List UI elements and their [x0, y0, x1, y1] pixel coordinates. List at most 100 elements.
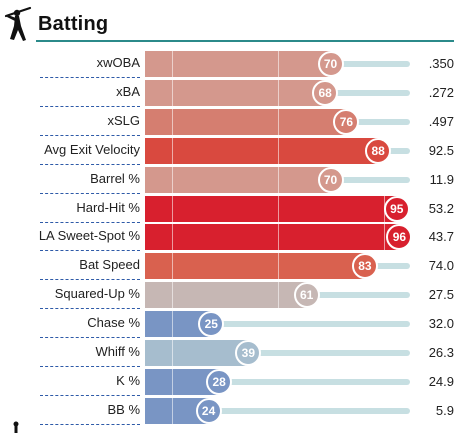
chart-title: Batting [38, 13, 109, 35]
percentile-badge: 95 [383, 195, 410, 222]
percentile-track [145, 407, 410, 414]
gridline [171, 137, 173, 164]
stat-label: BB % [107, 401, 140, 417]
gridline [171, 282, 173, 309]
gridline [171, 340, 173, 366]
stat-row: LA Sweet-Spot % 96 43.7 [0, 223, 472, 252]
gridline [277, 108, 279, 135]
gridline [277, 282, 279, 309]
gridline [277, 51, 279, 77]
stat-label: Hard-Hit % [76, 199, 140, 215]
row-divider [40, 279, 140, 281]
stat-label: Avg Exit Velocity [44, 141, 140, 157]
stat-row: Barrel % 70 11.9 [0, 166, 472, 194]
percentile-badge: 83 [351, 253, 378, 280]
stat-value: 26.3 [428, 345, 454, 360]
gridline [171, 166, 173, 193]
row-divider [40, 423, 140, 425]
stat-row: Whiff % 39 26.3 [0, 339, 472, 367]
percentile-bar [145, 282, 307, 309]
stat-row: Avg Exit Velocity 88 92.5 [0, 137, 472, 165]
percentile-badge: 39 [235, 340, 262, 366]
gridline [171, 195, 173, 222]
percentile-badge: 68 [312, 79, 339, 106]
gridline [171, 79, 173, 106]
stat-row: xSLG 76 .497 [0, 108, 472, 136]
row-divider [40, 337, 140, 339]
percentile-badge: 28 [206, 368, 233, 395]
gridline [277, 166, 279, 193]
row-divider [40, 366, 140, 367]
row-divider [40, 192, 140, 194]
percentile-bar [145, 224, 400, 251]
gridline [171, 368, 173, 395]
batter-silhouette-icon [4, 6, 32, 41]
percentile-badge: 24 [195, 397, 222, 424]
row-divider [40, 163, 140, 165]
percentile-badge: 61 [293, 282, 320, 309]
percentile-badge: 88 [365, 137, 392, 164]
gridline [171, 311, 173, 338]
row-divider [40, 221, 140, 223]
stat-value: .497 [428, 113, 454, 129]
stat-value: .272 [428, 84, 454, 100]
stat-row: Chase % 25 32.0 [0, 310, 472, 339]
percentile-badge: 70 [317, 51, 344, 77]
stat-row: Bat Speed 83 74.0 [0, 252, 472, 281]
stat-value: 92.5 [428, 142, 454, 158]
percentile-bar [145, 166, 331, 193]
stat-value: 53.2 [428, 200, 454, 216]
gridline [171, 253, 173, 280]
row-divider [40, 308, 140, 310]
gridline [171, 108, 173, 135]
percentile-bar [145, 195, 397, 222]
chart-header: Batting [0, 0, 472, 46]
percentile-badge: 25 [198, 311, 225, 338]
row-divider [40, 105, 140, 107]
percentile-track [145, 378, 410, 385]
gridline [277, 253, 279, 280]
gridline [171, 51, 173, 77]
percentile-bar [145, 79, 326, 106]
gridline [383, 224, 385, 251]
stat-row: xwOBA 70 .350 [0, 50, 472, 78]
stat-value: .350 [428, 56, 454, 71]
percentile-bar [145, 340, 249, 366]
header-rule [36, 40, 454, 42]
stat-label: Chase % [87, 315, 140, 331]
stat-value: 5.9 [435, 402, 454, 418]
stat-row: Hard-Hit % 95 53.2 [0, 195, 472, 223]
row-divider [40, 250, 140, 252]
stat-value: 24.9 [428, 373, 454, 389]
stat-label: Whiff % [95, 344, 140, 359]
gridline [277, 79, 279, 106]
percentile-bar [145, 51, 331, 77]
row-divider [40, 394, 140, 396]
stat-label: Barrel % [90, 170, 140, 186]
percentile-bar [145, 253, 365, 280]
stat-row: xBA 68 .272 [0, 79, 472, 107]
gridline [171, 397, 173, 424]
batter-silhouette-icon-partial [13, 421, 19, 433]
stat-label: xSLG [107, 112, 140, 128]
stat-label: LA Sweet-Spot % [38, 228, 140, 244]
stat-label: K % [116, 372, 140, 388]
stat-value: 11.9 [429, 171, 454, 187]
stat-row: Squared-Up % 61 27.5 [0, 281, 472, 310]
percentile-bar [145, 137, 379, 164]
percentile-bar [145, 108, 347, 135]
stat-row: BB % 24 5.9 [0, 397, 472, 425]
stat-label: xwOBA [96, 55, 140, 70]
stat-value: 27.5 [428, 287, 454, 303]
row-divider [40, 134, 140, 136]
stat-value: 74.0 [428, 258, 454, 274]
percentile-track [145, 321, 410, 328]
percentile-badge: 70 [317, 166, 344, 193]
stat-label: Squared-Up % [54, 286, 140, 302]
stat-value: 32.0 [428, 316, 454, 332]
percentile-badge: 76 [333, 108, 360, 135]
stat-label: xBA [116, 83, 140, 99]
gridline [277, 224, 279, 251]
stat-label: Bat Speed [79, 257, 140, 273]
stat-row: K % 28 24.9 [0, 368, 472, 396]
